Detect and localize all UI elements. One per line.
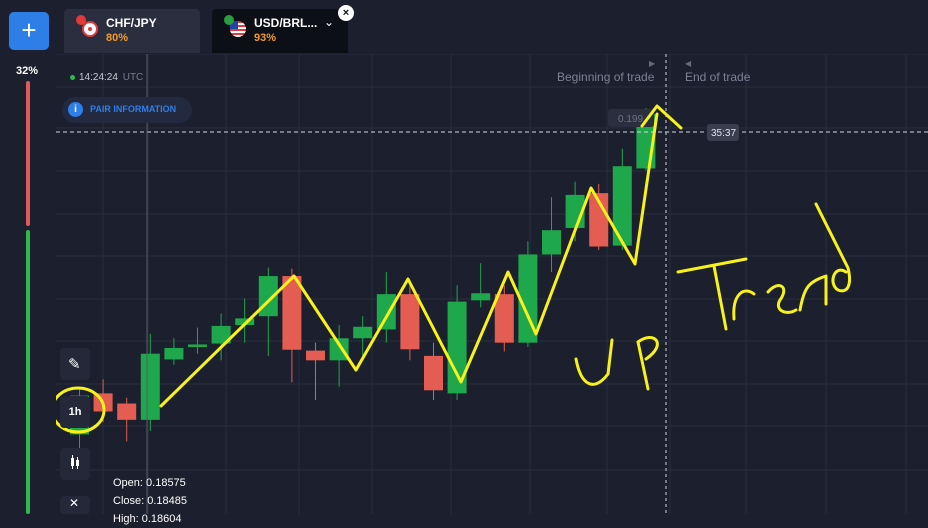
tab-chf-jpy[interactable]: CHF/JPY 80% [64,9,200,53]
candle-body [471,293,491,301]
server-clock: 14:24:24 UTC [70,72,143,83]
trend-arrowhead [640,104,683,130]
letter-t-stem [712,264,728,331]
letter-p-stem [636,340,650,391]
countdown-timer: 35:37 [711,128,736,139]
top-bar: + CHF/JPY 80% USD/BRL... 93% ⌄ × [0,0,928,54]
candle-body [494,294,514,343]
annotation-drawing [56,104,852,434]
candle-body [211,325,231,344]
price-label: 0.199 [618,114,643,125]
candle-body [282,276,302,350]
clock-time: 14:24:24 [79,72,118,83]
info-icon: i [68,102,83,117]
candle-body [235,318,255,326]
candle-body [353,326,373,339]
candle-body [188,344,207,348]
clock-timezone: UTC [122,72,144,83]
candle-body [447,301,467,394]
candle-body [424,355,443,391]
sentiment-bar-down [26,81,30,226]
candlestick-icon [71,455,79,469]
arrow-right-icon: ▶ [649,59,656,68]
candle-body [140,353,160,420]
timeframe-button[interactable]: 1h [60,396,90,428]
end-of-trade-label: End of trade [685,70,751,84]
tab-payout: 80% [106,32,129,44]
sentiment-sidebar: 32% [0,54,56,514]
price-label-box [608,109,654,127]
brazil-flag-icon [224,15,234,25]
close-tab-button[interactable]: × [338,5,354,21]
indicator-icon: ✕ [69,496,80,510]
price-chart[interactable]: 0.199 35:37 ▶ ◀ 14:24:24 UTC i PAIR INFO… [56,54,928,525]
drawing-tool-button[interactable]: ✎ [60,348,90,380]
letter-r [732,289,756,321]
sentiment-bar-up [26,230,30,514]
ohlc-high: High: 0.18604 [113,513,182,525]
letter-p-bowl [636,336,659,361]
live-dot-icon [70,74,75,80]
candle-body [376,294,396,330]
pair-information-button[interactable]: i PAIR INFORMATION [62,97,192,123]
chevron-down-icon[interactable]: ⌄ [324,15,335,29]
tab-asset-name: USD/BRL... [254,16,318,30]
candle-body [306,350,325,361]
candle-body [589,193,609,247]
candle-body [400,294,420,350]
tab-payout: 93% [254,32,277,44]
chart-grid [56,54,928,514]
candle-body [164,347,184,360]
candle-body [518,254,538,343]
swiss-flag-icon [82,21,98,37]
candle-body [117,403,137,420]
letter-u [574,338,614,386]
candle-body [612,166,632,246]
candlestick-chart[interactable]: 0.199 35:37 ▶ ◀ [56,54,928,514]
ohlc-close: Close: 0.18485 [113,495,188,507]
japan-flag-icon [76,15,86,25]
timeframe-label: 1h [68,406,82,418]
pair-info-label: PAIR INFORMATION [90,104,177,114]
tab-asset-name: CHF/JPY [106,16,157,30]
timeframe-circle [56,386,106,434]
pencil-icon: ✎ [68,356,81,373]
indicators-button[interactable]: ✕ [60,496,90,514]
trend-zigzag [159,112,659,408]
letter-t-bar [676,257,748,274]
ohlc-open: Open: 0.18575 [113,477,186,489]
candle-body [329,338,349,361]
countdown-box [707,124,739,141]
candles [70,107,656,449]
letter-d [814,202,852,293]
candle-body [542,230,561,255]
usa-flag-icon [230,21,246,37]
sentiment-percent: 32% [16,65,39,77]
letter-e [766,284,798,314]
tab-usd-brl[interactable]: USD/BRL... 93% ⌄ [212,9,348,53]
add-chart-button[interactable]: + [9,12,49,50]
arrow-left-icon: ◀ [685,59,692,68]
chart-type-button[interactable] [60,448,90,480]
letter-n [798,274,828,312]
beginning-of-trade-label: Beginning of trade [557,70,655,84]
ohlc-readout: Open: 0.18575 Close: 0.18485 High: 0.186… [113,474,187,528]
